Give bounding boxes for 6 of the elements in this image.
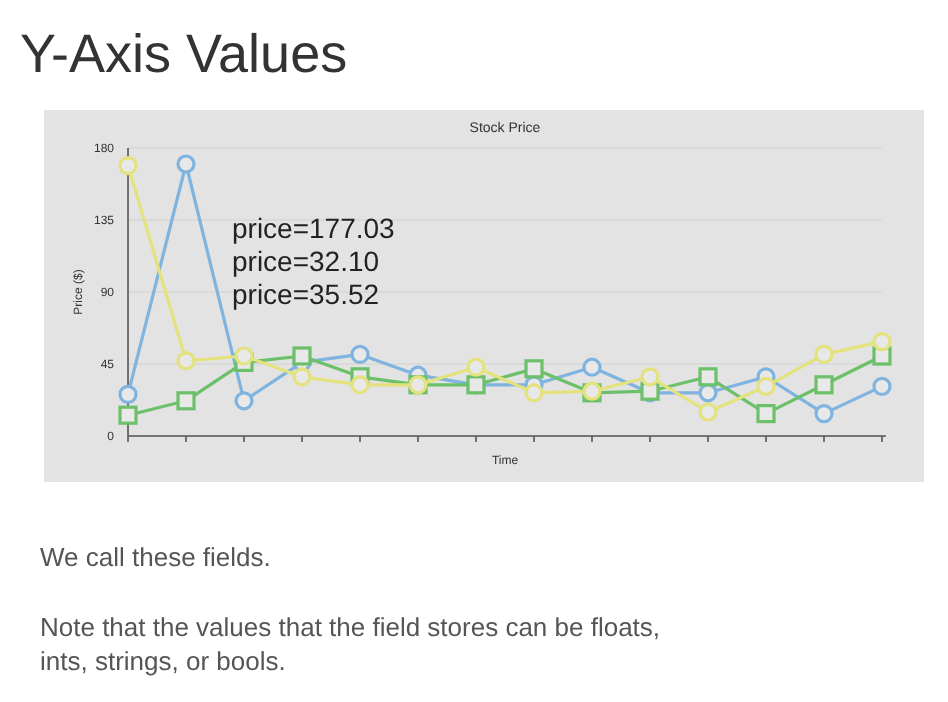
annotation: price=177.03 (232, 212, 396, 244)
text: We call these fields. (40, 542, 271, 572)
annotation: price=32.10 (232, 245, 380, 277)
chart-subtitle: Y-Axis Values (20, 24, 348, 84)
text: Note that the values that the field stores can be floats, ints, strings, or bools. (40, 612, 661, 676)
annotation: price=35.52 (232, 278, 380, 310)
